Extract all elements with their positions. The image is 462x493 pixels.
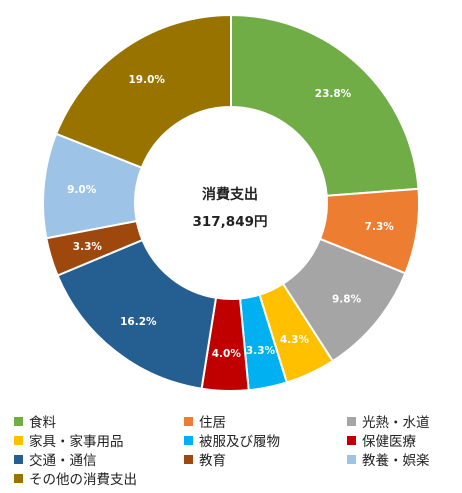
legend-label: 教養・娯楽 [362, 453, 430, 469]
legend-item: 食料 [14, 411, 56, 431]
legend-swatch [347, 435, 356, 445]
slice-label-6: 16.2% [120, 316, 157, 328]
slice-label-7: 3.3% [73, 241, 103, 253]
slice-label-2: 9.8% [332, 294, 362, 306]
legend-swatch [347, 416, 356, 426]
legend-label: 被服及び履物 [199, 434, 280, 450]
donut-slices [42, 13, 420, 392]
center-total: 317,849円 [193, 214, 268, 230]
legend-item: 教養・娯楽 [347, 449, 430, 469]
legend-item: 被服及び履物 [184, 430, 280, 450]
slice-labels: 23.8% 7.3% 9.8% 4.3% 3.3% 4.0% 16.2% 3.3% 9.0% 19… [67, 74, 394, 360]
legend-label: 交通・通信 [29, 453, 97, 469]
legend-label: その他の消費支出 [29, 472, 137, 488]
slice-label-8: 9.0% [67, 184, 97, 196]
slice-label-4: 3.3% [246, 345, 276, 357]
legend-swatch [347, 454, 356, 464]
slice-label-0: 23.8% [315, 88, 352, 100]
center-title: 消費支出 [202, 186, 258, 203]
legend-swatch [184, 416, 193, 426]
legend-item: 光熱・水道 [347, 411, 430, 431]
slice-label-5: 4.0% [212, 348, 242, 360]
slice-9 [54, 13, 232, 169]
legend-item: 交通・通信 [14, 449, 97, 469]
legend-item: 住居 [184, 411, 226, 431]
legend-label: 光熱・水道 [362, 415, 430, 431]
legend-item: 保健医療 [347, 430, 416, 450]
slice-label-3: 4.3% [280, 334, 310, 346]
legend-item: その他の消費支出 [14, 468, 137, 488]
legend-label: 保健医療 [362, 434, 416, 450]
legend-item: 家具・家事用品 [14, 430, 124, 450]
slice-0 [230, 13, 420, 197]
legend-label: 家具・家事用品 [29, 434, 124, 450]
legend-label: 食料 [29, 415, 56, 431]
legend-item: 教育 [184, 449, 226, 469]
slice-label-1: 7.3% [365, 221, 395, 233]
legend-swatch [14, 416, 23, 426]
legend-label: 教育 [199, 453, 226, 469]
legend-swatch [14, 454, 23, 464]
legend-swatch [184, 454, 193, 464]
slice-label-9: 19.0% [128, 74, 165, 86]
slice-6 [56, 238, 218, 390]
legend-swatch [14, 435, 23, 445]
legend-swatch [184, 435, 193, 445]
donut-chart: 23.8% 7.3% 9.8% 4.3% 3.3% 4.0% 16.2% 3.3% 9.0% 19… [42, 13, 420, 392]
legend-label: 住居 [199, 415, 226, 431]
legend-swatch [14, 473, 23, 483]
